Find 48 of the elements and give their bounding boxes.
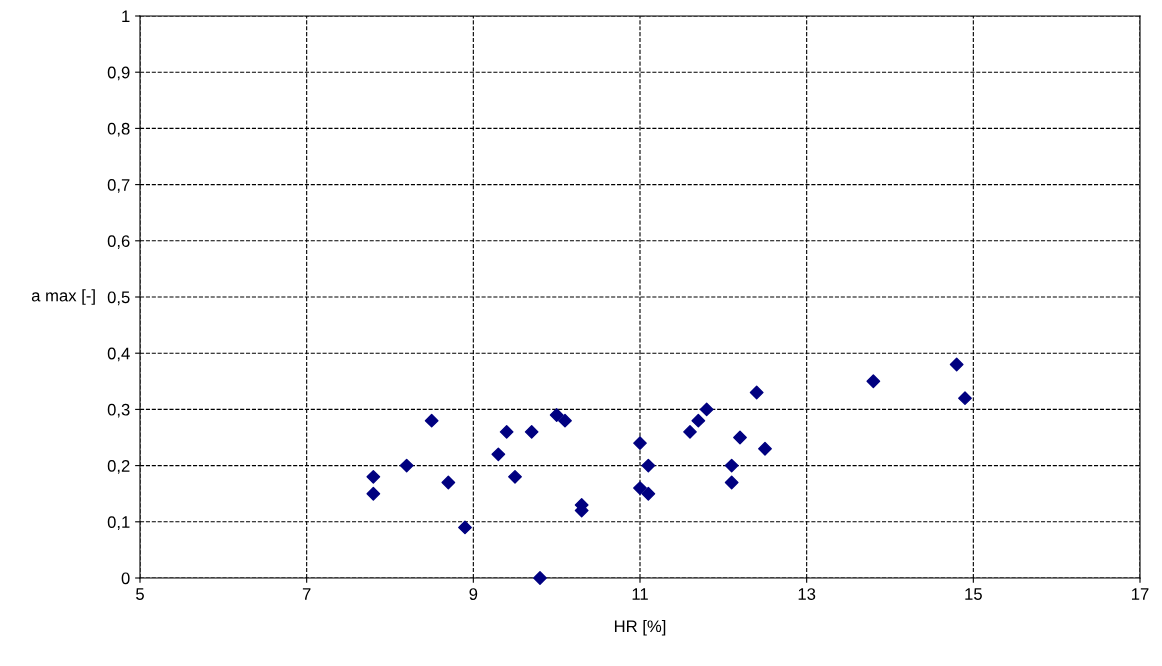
point: [724, 458, 739, 473]
point: [399, 458, 414, 473]
point: [458, 520, 472, 535]
y-tick-label: 0,9: [107, 66, 130, 81]
y-tick-label: 0,5: [107, 291, 130, 306]
x-tick-label: 13: [798, 588, 816, 600]
point: [549, 408, 564, 422]
y-tick-label: 0: [121, 572, 130, 585]
point: [424, 413, 439, 428]
x-tick-label: 11: [632, 588, 648, 600]
x-tick-label: 9: [469, 588, 478, 600]
y-tick-label: 0,3: [107, 403, 130, 418]
point: [366, 469, 381, 484]
point: [558, 413, 572, 428]
point: [633, 436, 647, 451]
point: [641, 486, 656, 501]
point: [633, 481, 647, 495]
y-tick-label: 0,7: [107, 179, 130, 193]
point: [699, 402, 714, 417]
y-tick-label: 0,6: [107, 235, 130, 249]
point: [441, 475, 456, 490]
point: [733, 430, 747, 445]
point: [533, 571, 547, 585]
point: [683, 424, 697, 439]
point: [491, 447, 506, 462]
y-tick-label: 1: [122, 10, 130, 23]
point: [691, 413, 706, 428]
y-tick-label: 0,2: [107, 460, 130, 474]
point: [499, 424, 514, 439]
point: [641, 458, 656, 473]
point: [866, 374, 881, 389]
y-tick-label: 0,8: [107, 122, 130, 137]
point: [749, 385, 764, 400]
x-tick-label: 7: [302, 588, 311, 600]
y-tick-label: 0,1: [107, 516, 130, 530]
point: [758, 441, 772, 456]
point: [524, 424, 539, 439]
point: [958, 391, 972, 406]
x-tick-label: 17: [1132, 588, 1149, 600]
point: [724, 475, 739, 490]
y-axis-title: a max [-]: [31, 289, 95, 305]
x-tick-label: 15: [965, 588, 982, 600]
point: [949, 357, 964, 372]
point: [366, 486, 381, 501]
point: [508, 469, 522, 484]
x-tick-label: 5: [136, 588, 144, 600]
y-tick-label: 0,4: [107, 347, 130, 362]
x-axis-title: HR [%]: [614, 619, 666, 636]
